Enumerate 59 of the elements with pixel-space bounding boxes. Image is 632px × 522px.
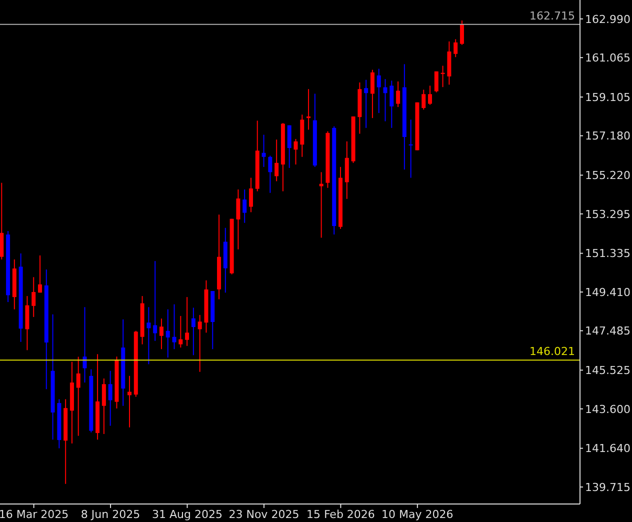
- candlestick: [166, 308, 170, 358]
- candlestick: [383, 78, 388, 122]
- candlestick: [38, 254, 42, 294]
- candlestick: [364, 79, 368, 128]
- ref-line-label: 162.715: [530, 9, 575, 22]
- ref-line-label: 146.021: [530, 345, 575, 358]
- y-tick-label: 141.640: [585, 442, 630, 456]
- candlestick: [76, 356, 80, 436]
- x-tick-label: 15 Feb 2026: [306, 508, 375, 521]
- candlestick: [236, 188, 240, 250]
- candlestick: [294, 138, 298, 166]
- y-tick-label: 153.295: [585, 208, 630, 221]
- candlestick: [287, 124, 292, 168]
- y-tick-label: 155.220: [585, 169, 630, 182]
- candlestick: [306, 88, 311, 130]
- x-tick-label: 31 Aug 2025: [152, 508, 222, 521]
- candlestick: [25, 296, 30, 351]
- candlestick: [408, 119, 413, 178]
- candlestick: [262, 134, 266, 168]
- candlestick: [248, 177, 253, 213]
- candlestick: [82, 306, 87, 384]
- candlestick: [178, 315, 183, 348]
- candlestick: [454, 38, 458, 58]
- y-tick-label: 147.485: [585, 324, 630, 338]
- x-tick-label: 8 Jun 2025: [80, 508, 140, 521]
- candlestick: [396, 80, 400, 108]
- y-tick-label: 162.990: [585, 12, 630, 26]
- y-tick-label: 161.065: [585, 52, 630, 65]
- candlestick: [376, 68, 381, 114]
- candlestick: [390, 80, 394, 128]
- candlestick: [460, 20, 464, 46]
- candlestick: [172, 304, 176, 350]
- candlestick: [274, 139, 279, 182]
- y-tick-label: 143.600: [585, 402, 630, 416]
- y-tick-label: 145.525: [585, 364, 630, 378]
- candlestick: [32, 276, 36, 318]
- y-tick-label: 151.335: [585, 247, 630, 260]
- candlestick: [153, 260, 158, 342]
- candlestick: [0, 182, 4, 260]
- y-tick-label: 149.410: [585, 286, 630, 299]
- candlestick: [198, 314, 202, 372]
- y-tick-label: 157.180: [585, 130, 630, 143]
- y-tick-label: 139.715: [585, 480, 630, 494]
- x-tick-label: 16 Mar 2025: [0, 508, 69, 521]
- candlestick: [434, 70, 438, 93]
- candlestick: [370, 69, 374, 119]
- x-tick-label: 23 Nov 2025: [228, 508, 300, 521]
- candlestick: [102, 378, 106, 435]
- candlestick: [422, 89, 426, 110]
- candlestick: [159, 318, 164, 350]
- candlestick: [146, 306, 151, 365]
- candlestick: [268, 155, 272, 194]
- candlestick: [428, 85, 432, 106]
- candlestick: [242, 188, 247, 224]
- candlestick: [191, 307, 196, 356]
- x-tick-label: 10 May 2026: [382, 508, 454, 521]
- candlestick: [108, 370, 112, 426]
- y-tick-label: 159.105: [585, 90, 630, 104]
- candlestick: [185, 296, 190, 346]
